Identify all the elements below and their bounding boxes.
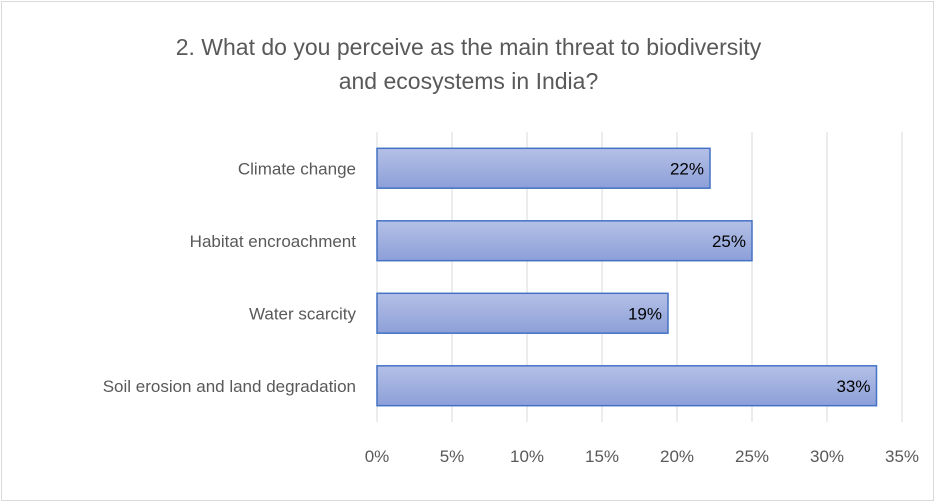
x-tick-label: 35% [885,447,919,466]
category-label: Soil erosion and land degradation [103,377,356,396]
category-label: Water scarcity [249,304,357,323]
category-labels: Climate change Habitat encroachment Water … [103,159,357,396]
x-tick-label: 30% [810,447,844,466]
data-label: 19% [628,304,662,323]
data-label: 25% [712,232,746,251]
x-tick-label: 20% [660,447,694,466]
x-tick-label: 25% [735,447,769,466]
data-label: 22% [670,159,704,178]
x-tick-label: 5% [440,447,465,466]
bar [376,220,753,262]
x-tick-label: 0% [365,447,390,466]
chart-title: 2. What do you perceive as the main thre… [2,30,935,98]
bars [376,147,878,407]
x-tick-label: 10% [510,447,544,466]
x-tick-labels: 0% 5% 10% 15% 20% 25% 30% 35% [365,447,919,466]
data-label: 33% [836,377,870,396]
chart-title-line-2: and ecosystems in India? [338,68,599,94]
category-label: Habitat encroachment [190,232,357,251]
bar [376,292,669,334]
x-tick-label: 15% [585,447,619,466]
bar [376,365,878,407]
data-labels: 22% 25% 19% 33% [628,159,871,396]
chart-title-line-1: 2. What do you perceive as the main thre… [175,34,762,60]
category-label: Climate change [238,159,356,178]
bar [376,147,711,189]
